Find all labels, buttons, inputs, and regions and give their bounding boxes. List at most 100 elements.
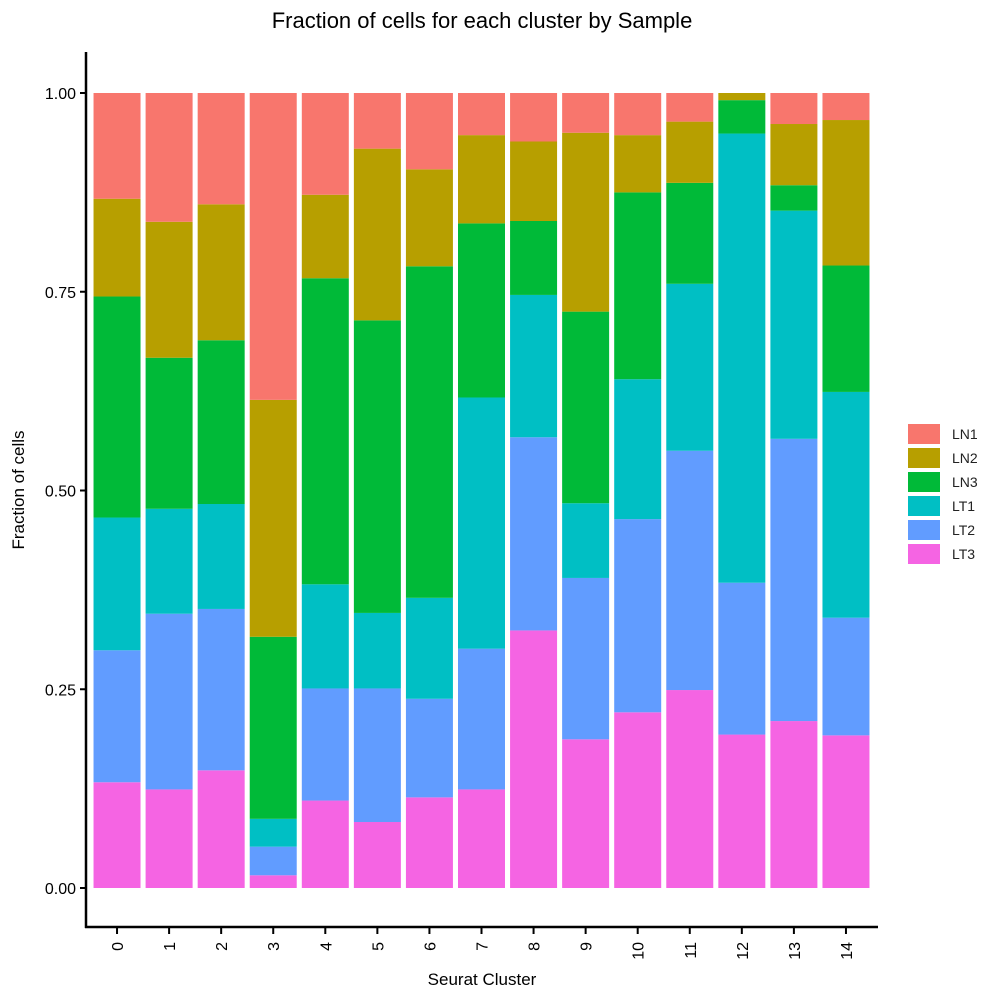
bar-segment-lt2-cluster-11 [666,450,714,691]
bar-segment-lt1-cluster-6 [405,597,453,699]
bar-segment-lt2-cluster-5 [353,688,401,823]
x-tick-label: 5 [370,942,387,951]
y-tick-label: 1.00 [45,86,76,103]
bar-segment-lt1-cluster-8 [510,294,558,438]
y-tick-label: 0.50 [45,484,76,501]
bar-segment-ln2-cluster-1 [145,221,193,358]
y-tick-label: 0.75 [45,285,76,302]
bar-segment-lt2-cluster-1 [145,613,193,790]
legend-swatch-ln2 [908,448,940,468]
x-tick-label: 4 [318,942,335,951]
bar-segment-lt1-cluster-4 [301,584,349,689]
bar-segment-ln3-cluster-8 [510,221,558,295]
bar-segment-ln2-cluster-10 [614,135,662,193]
bar-segment-lt1-cluster-13 [770,210,818,439]
bar-segment-ln2-cluster-9 [562,132,610,312]
bar-segment-ln1-cluster-2 [197,93,245,205]
bar-segment-lt3-cluster-4 [301,800,349,888]
bar-segment-lt2-cluster-13 [770,438,818,722]
bar-segment-lt3-cluster-1 [145,789,193,888]
legend-swatch-lt2 [908,520,940,540]
bar-segment-ln2-cluster-13 [770,124,818,186]
bar-segment-ln2-cluster-0 [93,198,141,297]
bar-segment-lt2-cluster-2 [197,608,245,771]
bar-segment-ln3-cluster-3 [249,636,297,819]
x-ticks-group: 0 1 2 3 4 5 6 7 8 9 10 11 12 13 14 [110,927,856,960]
bar-segment-ln3-cluster-11 [666,182,714,284]
bar-segment-lt3-cluster-8 [510,630,558,888]
bar-segment-ln3-cluster-6 [405,266,453,598]
bar-segment-lt3-cluster-13 [770,721,818,888]
bar-segment-lt3-cluster-11 [666,690,714,888]
bar-segment-lt2-cluster-7 [458,648,505,790]
bar-segment-lt3-cluster-14 [822,735,870,888]
bar-segment-lt1-cluster-1 [145,508,193,614]
legend-label-ln2: LN2 [952,450,978,466]
bar-segment-ln1-cluster-5 [353,93,401,149]
bar-segment-lt1-cluster-7 [458,397,505,649]
legend-label-ln1: LN1 [952,426,978,442]
x-tick-label: 9 [579,942,596,951]
bar-segment-lt2-cluster-6 [405,698,453,798]
bar-segment-ln3-cluster-7 [458,223,505,398]
legend-swatch-ln1 [908,424,940,444]
bar-segment-lt3-cluster-12 [718,734,766,888]
bar-segment-ln2-cluster-11 [666,121,714,183]
bar-segment-lt3-cluster-9 [562,739,610,888]
bar-segment-ln1-cluster-6 [405,93,453,170]
bar-segment-ln1-cluster-14 [822,93,870,121]
bar-segment-lt3-cluster-0 [93,782,141,888]
x-tick-label: 2 [214,942,231,951]
legend-label-lt1: LT1 [952,498,975,514]
bar-segment-ln3-cluster-4 [301,278,349,585]
legend-swatch-lt1 [908,496,940,516]
legend-label-lt2: LT2 [952,522,975,538]
bar-segment-ln2-cluster-4 [301,194,349,279]
bar-segment-ln1-cluster-9 [562,93,610,133]
x-tick-label: 10 [631,942,648,960]
bar-segment-lt2-cluster-10 [614,519,662,713]
y-axis-title: Fraction of cells [9,430,28,549]
bar-segment-ln2-cluster-2 [197,204,245,341]
bar-segment-lt2-cluster-12 [718,582,766,735]
x-tick-label: 8 [527,942,544,951]
bar-segment-lt3-cluster-6 [405,797,453,888]
x-tick-label: 1 [162,942,179,951]
x-tick-label: 0 [110,942,127,951]
bar-segment-lt2-cluster-14 [822,617,870,736]
bar-segment-lt2-cluster-0 [93,650,141,783]
bar-segment-ln2-cluster-6 [405,169,453,267]
bar-segment-ln1-cluster-10 [614,93,662,136]
bar-segment-ln2-cluster-7 [458,135,505,224]
bar-segment-ln1-cluster-8 [510,93,558,142]
bar-segment-lt1-cluster-10 [614,379,662,520]
bars-group [93,93,870,888]
bar-segment-ln1-cluster-13 [770,93,818,124]
bar-segment-lt2-cluster-3 [249,846,297,876]
bar-segment-ln1-cluster-0 [93,93,141,199]
y-ticks-group: 0.00 0.25 0.50 0.75 1.00 [45,86,86,898]
bar-segment-lt3-cluster-5 [353,822,401,888]
y-tick-label: 0.00 [45,881,76,898]
bar-segment-ln1-cluster-3 [249,93,297,400]
bar-segment-lt2-cluster-8 [510,437,558,631]
bar-segment-ln1-cluster-4 [301,93,349,195]
bar-segment-lt1-cluster-5 [353,612,401,689]
bar-segment-ln1-cluster-11 [666,93,714,122]
bar-segment-lt2-cluster-4 [301,688,349,801]
legend-swatch-lt3 [908,544,940,564]
bar-segment-lt1-cluster-14 [822,391,870,618]
bar-segment-lt1-cluster-2 [197,504,245,609]
x-axis-title: Seurat Cluster [428,970,537,989]
x-tick-label: 3 [266,942,283,951]
legend-label-lt3: LT3 [952,546,975,562]
x-tick-label: 13 [787,942,804,960]
x-tick-label: 12 [735,942,752,960]
bar-segment-ln3-cluster-13 [770,185,818,211]
x-tick-label: 14 [839,942,856,960]
bar-segment-ln3-cluster-14 [822,265,870,392]
bar-segment-lt3-cluster-2 [197,770,245,888]
bar-segment-lt1-cluster-3 [249,818,297,847]
bar-segment-ln3-cluster-10 [614,192,662,380]
